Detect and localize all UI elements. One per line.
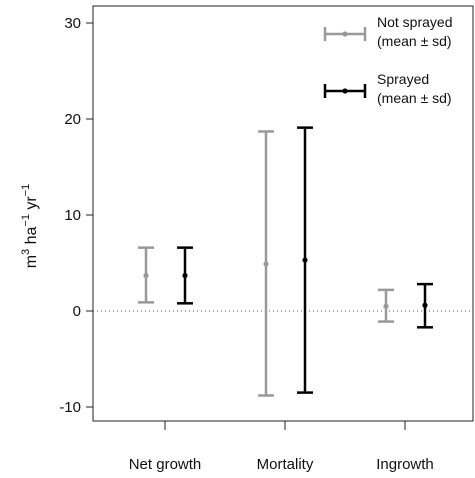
y-tick-label: 0 — [73, 303, 81, 320]
y-axis-title: m3 ha−1 yr−1 — [20, 184, 40, 269]
mean-point — [383, 303, 389, 309]
x-tick-label: Ingrowth — [376, 456, 434, 473]
x-tick-label: Mortality — [257, 456, 314, 473]
legend-item-not-sprayed: Not sprayed (mean ± sd) — [323, 14, 452, 49]
legend-item-sprayed: Sprayed (mean ± sd) — [323, 71, 452, 106]
error-bars — [138, 126, 433, 397]
legend-label-not-sprayed-line2: (mean ± sd) — [377, 33, 452, 49]
legend-point-sprayed — [342, 88, 348, 94]
x-tick-label: Net growth — [129, 456, 202, 473]
y-tick-label: 10 — [64, 207, 81, 224]
error-bar — [417, 282, 433, 329]
plot-frame — [92, 5, 474, 422]
error-bar — [378, 288, 394, 323]
error-bar — [258, 130, 274, 397]
mean-point — [302, 257, 308, 263]
x-axis: Net growth Mortality Ingrowth — [129, 421, 434, 473]
legend-label-not-sprayed-line1: Not sprayed — [377, 14, 452, 30]
error-bar — [297, 126, 313, 394]
legend-label-sprayed-line2: (mean ± sd) — [377, 90, 452, 106]
mean-point — [263, 261, 269, 267]
y-tick-label: -10 — [59, 399, 81, 416]
legend-point-not-sprayed — [342, 31, 348, 37]
mean-point — [182, 272, 188, 279]
y-tick-label: 30 — [64, 15, 81, 32]
legend-label-sprayed-line1: Sprayed — [377, 71, 429, 87]
mean-point — [143, 272, 149, 279]
legend: Not sprayed (mean ± sd) Sprayed (mean ± … — [323, 14, 452, 106]
error-bar — [138, 246, 154, 304]
mean-point — [422, 302, 428, 308]
y-axis: -10 0 10 20 30 — [59, 15, 93, 416]
y-tick-label: 20 — [64, 111, 81, 128]
error-bar — [177, 246, 193, 305]
